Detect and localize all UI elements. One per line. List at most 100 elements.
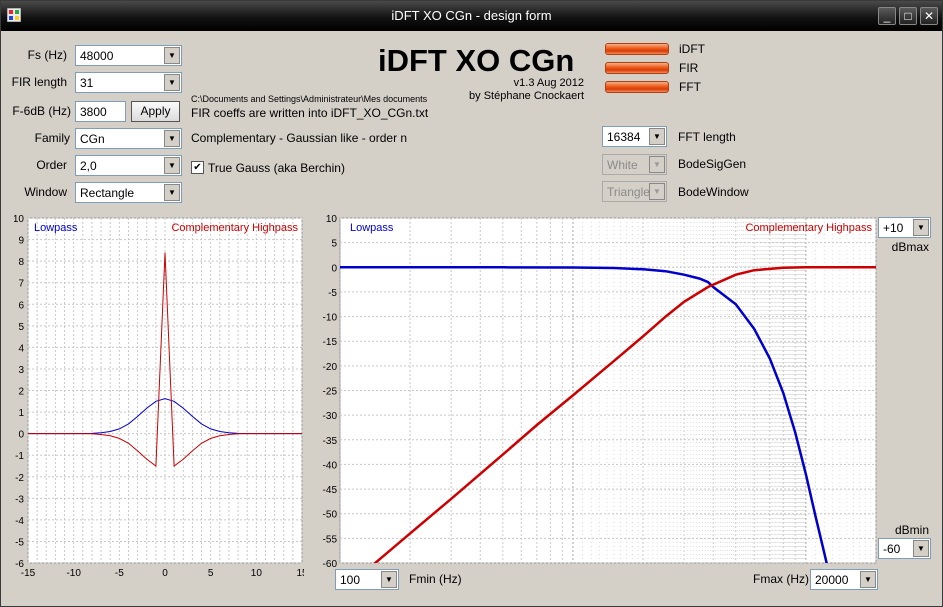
client-area: Fs (Hz) 48000 ▼ FIR length 31 ▼ F-6dB (H… — [4, 31, 939, 604]
highpass-legend: Complementary Highpass — [745, 222, 872, 234]
documents-path: C:\Documents and Settings\Administrateur… — [191, 94, 428, 104]
f6db-field[interactable] — [76, 102, 125, 121]
true-gauss-checkbox[interactable]: ✔ — [191, 161, 204, 174]
y-tick-label: -30 — [323, 411, 338, 422]
db-min-label: dBmin — [894, 523, 929, 537]
chevron-down-icon[interactable]: ▼ — [913, 219, 929, 236]
lowpass-legend: Lowpass — [34, 222, 78, 234]
y-tick-label: 7 — [18, 279, 24, 290]
x-tick-label: 15 — [296, 568, 304, 579]
idft-legend-label: iDFT — [679, 42, 705, 56]
maximize-button[interactable]: □ — [899, 7, 917, 25]
y-tick-label: 6 — [18, 300, 24, 311]
fft-length-value: 16384 — [607, 130, 641, 144]
bode-window-value: Triangle — [607, 185, 650, 199]
chevron-down-icon[interactable]: ▼ — [164, 74, 180, 91]
fir-legend-label: FIR — [679, 61, 699, 75]
y-tick-label: -5 — [328, 288, 337, 299]
highpass-impulse-line — [28, 252, 302, 467]
fs-value: 48000 — [80, 49, 114, 63]
f6db-label: F-6dB (Hz) — [12, 104, 71, 118]
x-tick-label: -5 — [115, 568, 124, 579]
chevron-down-icon[interactable]: ▼ — [649, 128, 665, 145]
bode-sig-gen-value: White — [607, 158, 638, 172]
family-select[interactable]: CGn ▼ — [75, 128, 182, 149]
bode-sig-gen-select[interactable]: White ▼ — [602, 154, 667, 175]
title-bar[interactable]: iDFT XO CGn - design form _ □ ✕ — [1, 1, 942, 31]
chevron-down-icon[interactable]: ▼ — [164, 130, 180, 147]
true-gauss-label: True Gauss (aka Berchin) — [208, 161, 345, 175]
bode-window-label: BodeWindow — [678, 185, 749, 199]
y-tick-label: -3 — [15, 494, 24, 505]
chevron-down-icon[interactable]: ▼ — [649, 156, 665, 173]
chevron-down-icon[interactable]: ▼ — [860, 571, 876, 588]
chevron-down-icon[interactable]: ▼ — [649, 183, 665, 200]
chevron-down-icon[interactable]: ▼ — [913, 540, 929, 557]
app-version: v1.3 Aug 2012 — [513, 77, 584, 89]
fir-length-select[interactable]: 31 ▼ — [75, 72, 182, 93]
impulse-response-chart: 109876543210-1-2-3-4-5-6-15-10-5051015Lo… — [14, 214, 304, 579]
y-tick-label: -5 — [15, 537, 24, 548]
highpass-magnitude-line — [373, 266, 876, 563]
y-tick-label: -10 — [323, 313, 338, 324]
db-min-select[interactable]: -60 ▼ — [878, 538, 931, 559]
x-tick-label: 10 — [251, 568, 263, 579]
bode-sig-gen-label: BodeSigGen — [678, 157, 747, 171]
window-title: iDFT XO CGn - design form — [391, 8, 552, 23]
y-tick-label: 1 — [18, 408, 24, 419]
fir-length-label: FIR length — [11, 75, 67, 89]
fft-length-label: FFT length — [678, 130, 736, 144]
app-title: iDFT XO CGn — [378, 43, 575, 78]
fmin-select[interactable]: 100 ▼ — [335, 569, 399, 590]
lowpass-legend: Lowpass — [350, 222, 394, 234]
family-value: CGn — [80, 132, 105, 146]
y-tick-label: -6 — [15, 559, 24, 570]
y-tick-label: 5 — [18, 322, 24, 333]
fir-coeffs-note: FIR coeffs are written into iDFT_XO_CGn.… — [191, 106, 429, 120]
y-tick-label: -2 — [15, 473, 24, 484]
x-tick-label: 0 — [162, 568, 168, 579]
order-select[interactable]: 2,0 ▼ — [75, 155, 182, 176]
close-button[interactable]: ✕ — [920, 7, 938, 25]
chevron-down-icon[interactable]: ▼ — [164, 184, 180, 201]
fs-select[interactable]: 48000 ▼ — [75, 45, 182, 66]
y-tick-label: 5 — [331, 239, 337, 250]
magnitude-response-chart: 10 5 0 -5 -10 -15 -20 -25 -30 -35 -40 -45 -50 -55 -60 L… — [323, 214, 877, 570]
y-tick-label: -4 — [15, 516, 24, 527]
fmax-select[interactable]: 20000 ▼ — [810, 569, 878, 590]
fft-length-select[interactable]: 16384 ▼ — [602, 126, 667, 147]
db-min-value: -60 — [883, 542, 901, 556]
f6db-input[interactable] — [75, 101, 126, 122]
idft-legend-bar — [605, 43, 669, 55]
y-tick-label: 2 — [18, 387, 24, 398]
family-description: Complementary - Gaussian like - order n — [191, 131, 408, 145]
chevron-down-icon[interactable]: ▼ — [164, 157, 180, 174]
chevron-down-icon[interactable]: ▼ — [164, 47, 180, 64]
y-tick-label: -55 — [323, 534, 338, 545]
y-tick-label: -15 — [323, 337, 338, 348]
fir-length-value: 31 — [80, 76, 94, 90]
lowpass-impulse-line — [28, 398, 302, 435]
y-tick-label: -50 — [323, 510, 338, 521]
y-tick-label: 3 — [18, 365, 24, 376]
fir-legend-bar — [605, 62, 669, 74]
fmax-value: 20000 — [815, 573, 849, 587]
y-tick-label: 0 — [331, 263, 337, 274]
y-tick-label: 10 — [326, 214, 338, 225]
chevron-down-icon[interactable]: ▼ — [381, 571, 397, 588]
x-tick-label: -10 — [66, 568, 81, 579]
y-tick-label: -1 — [15, 451, 24, 462]
window-select[interactable]: Rectangle ▼ — [75, 182, 182, 203]
y-tick-label: 0 — [18, 430, 24, 441]
app-icon — [7, 8, 21, 22]
window-label: Window — [24, 185, 67, 199]
bode-window-select[interactable]: Triangle ▼ — [602, 181, 667, 202]
db-max-label: dBmax — [891, 240, 929, 254]
y-tick-label: -35 — [323, 436, 338, 447]
db-max-select[interactable]: +10 ▼ — [878, 217, 931, 238]
apply-button[interactable]: Apply — [131, 101, 180, 122]
y-tick-label: 8 — [18, 257, 24, 268]
minimize-button[interactable]: _ — [878, 7, 896, 25]
y-tick-label: -25 — [323, 387, 338, 398]
